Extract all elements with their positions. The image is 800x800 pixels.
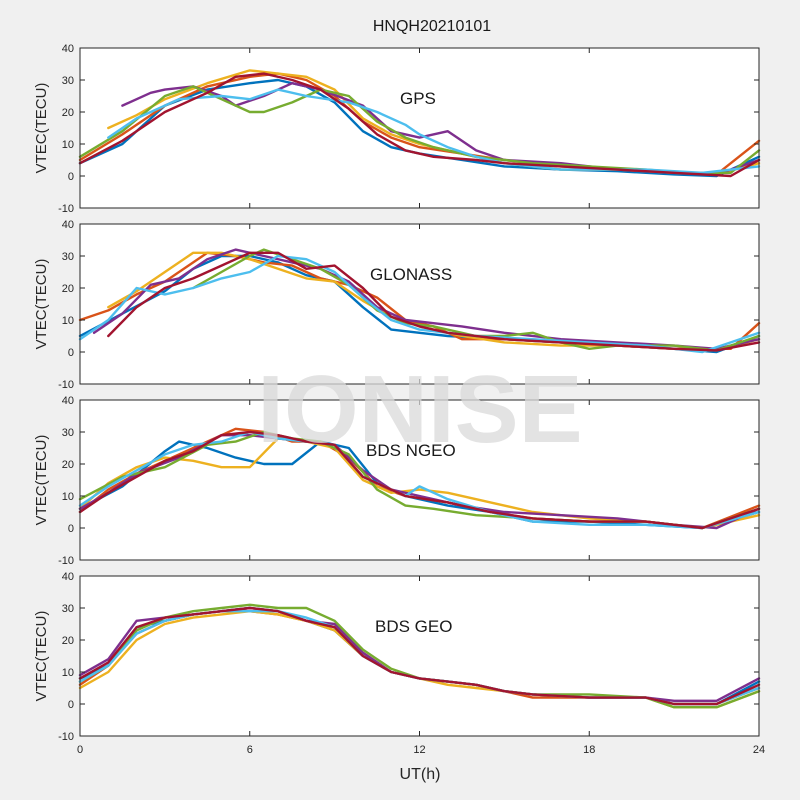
y-tick-label: 20 (62, 283, 74, 295)
panel-3: -10 0 10 20 30 40 VTEC(TECU) BDS NGEO (33, 395, 761, 567)
figure-title: HNQH20210101 (373, 18, 491, 35)
series-line-7 (78, 606, 761, 706)
y-tick-label: 30 (62, 427, 74, 439)
y-tick-label: 30 (62, 75, 74, 87)
x-tick-label: 12 (413, 744, 425, 756)
y-tick-label: 10 (62, 491, 74, 503)
series-line-7 (107, 251, 761, 352)
x-tick-label: 18 (583, 744, 595, 756)
series-line-7 (78, 72, 761, 178)
panel-annotation: BDS GEO (375, 617, 452, 636)
series-line-1 (78, 78, 761, 178)
x-tick-label: 6 (247, 744, 253, 756)
plot-area (80, 400, 759, 560)
y-tick-label: -10 (58, 555, 74, 567)
y-tick-label: 40 (62, 43, 74, 55)
y-tick-label: 30 (62, 603, 74, 615)
y-tick-label: 40 (62, 219, 74, 231)
y-tick-label: 10 (62, 667, 74, 679)
y-tick-label: 30 (62, 251, 74, 263)
y-tick-label: -10 (58, 731, 74, 743)
plot-area (80, 48, 759, 208)
y-axis-label: VTEC(TECU) (33, 611, 50, 702)
y-tick-label: 0 (68, 347, 74, 359)
series-line-6 (78, 254, 761, 354)
series-line-7 (78, 430, 761, 530)
series-group (78, 427, 761, 530)
panel-annotation: GPS (400, 89, 436, 108)
series-group (78, 603, 761, 709)
y-axis-label: VTEC(TECU) (33, 83, 50, 174)
y-tick-label: 10 (62, 315, 74, 327)
y-tick-label: 10 (62, 139, 74, 151)
plot-area (80, 576, 759, 736)
y-tick-label: -10 (58, 379, 74, 391)
panel-1: -10 0 10 20 30 40 VTEC(TECU) GPS (33, 43, 761, 215)
y-tick-label: 0 (68, 523, 74, 535)
watermark-text: IONISE (257, 356, 582, 463)
x-axis-label: UT(h) (400, 766, 441, 783)
panel-annotation: GLONASS (370, 265, 452, 284)
panel-annotation: BDS NGEO (366, 441, 456, 460)
y-axis-label: VTEC(TECU) (33, 435, 50, 526)
y-tick-label: -10 (58, 203, 74, 215)
x-tick-label: 0 (77, 744, 83, 756)
y-tick-label: 0 (68, 699, 74, 711)
series-line-4 (92, 248, 761, 350)
y-tick-label: 20 (62, 107, 74, 119)
y-tick-label: 0 (68, 171, 74, 183)
series-group (78, 69, 761, 178)
y-tick-label: 40 (62, 395, 74, 407)
y-tick-label: 20 (62, 459, 74, 471)
y-tick-label: 20 (62, 635, 74, 647)
y-axis-label: VTEC(TECU) (33, 259, 50, 350)
panel-2: -10 0 10 20 30 40 VTEC(TECU) GLONASS (33, 219, 761, 391)
plot-area (80, 224, 759, 384)
x-tick-label: 24 (753, 744, 765, 756)
series-line-5 (78, 603, 761, 709)
series-group (78, 248, 761, 354)
y-tick-label: 40 (62, 571, 74, 583)
